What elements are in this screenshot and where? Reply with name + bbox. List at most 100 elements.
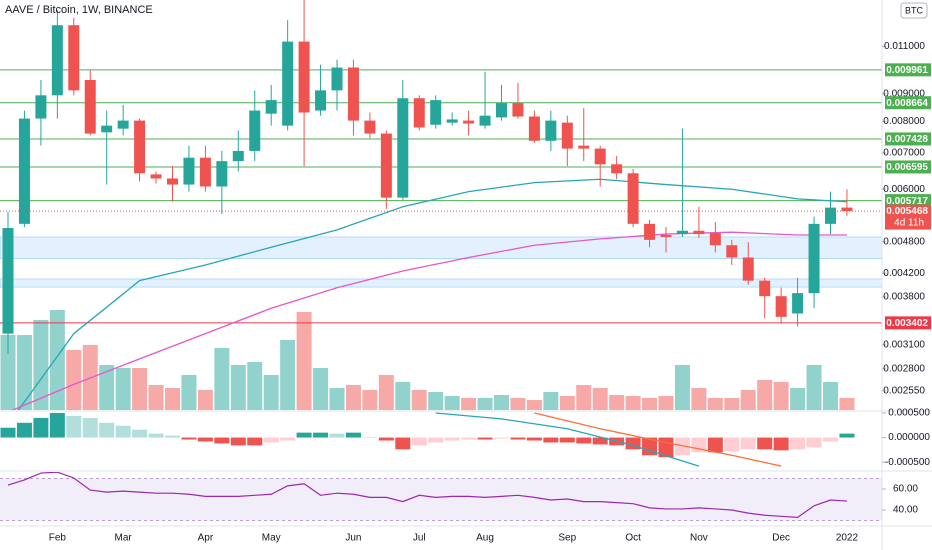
- candle-body: [183, 157, 195, 185]
- macd-bar: [494, 437, 509, 439]
- macd-bar: [280, 437, 296, 441]
- y-tick-label: 0.002800: [883, 363, 925, 374]
- candle-body: [759, 280, 771, 297]
- volume-bar: [329, 388, 345, 410]
- candle-body: [18, 118, 30, 224]
- candle-body: [216, 161, 228, 187]
- macd-bar: [724, 437, 740, 452]
- x-tick-label: Jun: [345, 533, 361, 544]
- volume-bar: [839, 398, 855, 410]
- candle-body: [265, 100, 277, 114]
- x-tick-label: 2022: [836, 533, 859, 544]
- currency-label[interactable]: BTC: [905, 5, 924, 15]
- macd-bar: [395, 437, 411, 450]
- x-tick-label: Aug: [476, 533, 494, 544]
- candle-body: [298, 41, 310, 113]
- candle-body: [808, 223, 820, 294]
- macd-tick-label: 0.000000: [888, 432, 930, 443]
- x-tick-label: Sep: [558, 533, 576, 544]
- candle-body: [347, 67, 359, 121]
- volume-bar: [33, 320, 49, 410]
- candle-body: [841, 207, 853, 212]
- volume-bar: [0, 335, 16, 410]
- candle-body: [84, 80, 96, 134]
- macd-bar: [625, 437, 641, 450]
- macd-bar: [148, 433, 164, 438]
- zone: [0, 236, 882, 259]
- rsi-tick-label: 60.00: [893, 484, 918, 495]
- volume-bar: [395, 382, 411, 410]
- macd-bar: [197, 437, 213, 442]
- candle-body: [594, 148, 606, 165]
- level-label: 0.008664: [886, 98, 928, 109]
- volume-bar: [559, 396, 575, 410]
- volume-bar: [115, 368, 131, 410]
- level-label: 0.009961: [886, 65, 928, 76]
- volume-bar: [543, 392, 559, 410]
- macd-bar: [806, 437, 822, 448]
- volume-bar: [592, 388, 608, 410]
- chart-title: AAVE / Bitcoin, 1W, BINANCE: [5, 4, 153, 16]
- candle-body: [397, 98, 409, 198]
- volume-bar: [378, 375, 394, 410]
- candle-body: [496, 103, 507, 118]
- level-label: 0.006595: [886, 162, 928, 173]
- zone: [0, 278, 882, 288]
- volume-bar: [510, 398, 526, 410]
- y-tick-label: 0.007000: [883, 148, 925, 159]
- candle-body: [742, 257, 754, 281]
- volume-bar: [345, 385, 361, 410]
- volume-bar: [49, 310, 65, 410]
- macd-bar: [313, 432, 329, 438]
- volume-bar: [691, 388, 707, 410]
- volume-bar: [230, 365, 246, 410]
- candle-body: [380, 133, 392, 198]
- countdown-label: 4d 11h: [894, 218, 924, 229]
- macd-bar: [181, 437, 197, 440]
- macd-bar: [444, 437, 460, 441]
- volume-bar: [757, 380, 773, 410]
- candle-body: [2, 227, 14, 334]
- currency-badge[interactable]: [900, 2, 928, 19]
- macd-bar: [510, 437, 526, 440]
- candle-body: [232, 150, 244, 162]
- candle-body: [249, 110, 261, 151]
- macd-bar: [543, 437, 559, 443]
- y-tick-label: 0.004800: [883, 236, 925, 247]
- candle-body: [150, 174, 162, 179]
- x-tick-label: Dec: [772, 533, 790, 544]
- volume-bar: [280, 340, 296, 410]
- macd-bar: [345, 432, 361, 438]
- volume-bar: [526, 400, 542, 410]
- volume-bar: [609, 395, 625, 410]
- macd-bar: [66, 415, 82, 438]
- current-price-box: [885, 204, 931, 230]
- candle-body: [315, 90, 327, 111]
- volume-bar: [214, 348, 230, 410]
- macd-bar: [296, 432, 312, 438]
- macd-bar: [230, 437, 246, 446]
- volume-bar: [773, 382, 789, 410]
- macd-bar: [214, 437, 230, 444]
- macd-bar: [477, 437, 493, 440]
- candle-body: [561, 122, 573, 149]
- volume-bar: [132, 368, 148, 410]
- volume-bar: [642, 398, 658, 410]
- rsi-tick-label: 40.00: [893, 505, 918, 516]
- x-tick-label: Nov: [690, 533, 708, 544]
- macd-bar: [378, 437, 394, 441]
- candle-body: [792, 293, 804, 314]
- volume-bar: [724, 398, 740, 410]
- candle-body: [101, 125, 113, 133]
- candle-body: [644, 223, 656, 240]
- macd-bar: [642, 437, 658, 456]
- macd-bar: [674, 437, 690, 456]
- macd-bar: [773, 437, 789, 451]
- candle-body: [545, 120, 557, 141]
- candle-body: [611, 164, 623, 174]
- rsi-pane: [0, 472, 882, 521]
- volume-bar: [444, 396, 460, 410]
- level-label: 0.005717: [886, 196, 928, 207]
